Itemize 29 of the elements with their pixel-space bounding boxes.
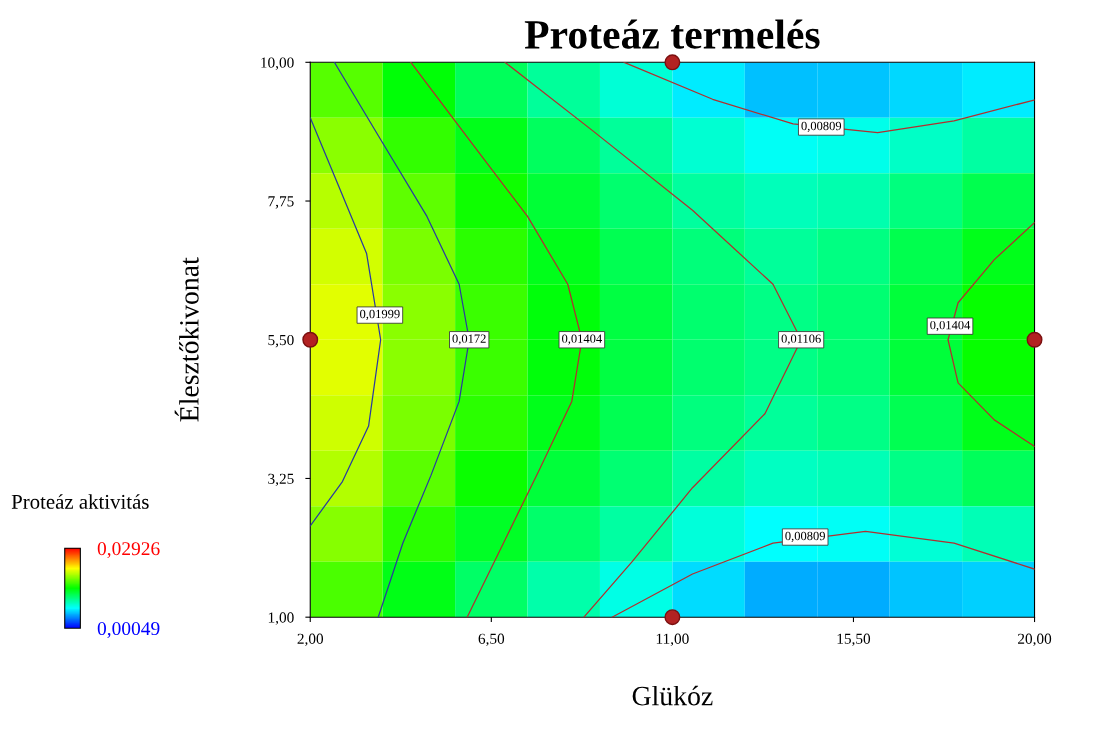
annotation: 0,01404 — [930, 320, 971, 332]
y-tick-label: 5,50 — [268, 334, 294, 348]
y-tick-label: 7,75 — [268, 196, 294, 209]
x-tick-label: 20,00 — [1018, 633, 1052, 647]
line-series — [623, 62, 1035, 134]
annotation: 0,00809 — [785, 531, 825, 542]
annotation: 0,00809 — [801, 121, 842, 132]
x-axis-title: Glükóz — [632, 685, 713, 706]
y-tick-label: 10,00 — [261, 57, 294, 70]
annotation: 0,01999 — [360, 309, 400, 321]
point — [664, 609, 681, 626]
point — [1026, 331, 1043, 348]
x-tick-label: 11,00 — [656, 633, 689, 647]
y-tick-label: 1,00 — [268, 612, 294, 625]
annotation: 0,01106 — [781, 334, 821, 345]
y-tick-label: 3,25 — [268, 473, 294, 487]
chart-title: Proteáz termelés — [524, 19, 820, 49]
point — [664, 54, 681, 71]
color-bar-label: 0,00049 — [97, 622, 160, 638]
x-tick-label: 15,50 — [837, 633, 871, 647]
y-axis-title: Élesztőkivonat — [174, 257, 199, 422]
line-series — [611, 530, 1035, 618]
color-bar-title: Proteáz aktivitás — [11, 494, 149, 509]
point — [302, 331, 319, 348]
color-bar-label: 0,02926 — [97, 542, 160, 559]
x-tick-label: 2,00 — [297, 633, 324, 647]
annotation: 0,0172 — [452, 334, 486, 345]
annotation: 0,01404 — [562, 334, 602, 345]
x-tick-label: 6,50 — [478, 633, 505, 647]
